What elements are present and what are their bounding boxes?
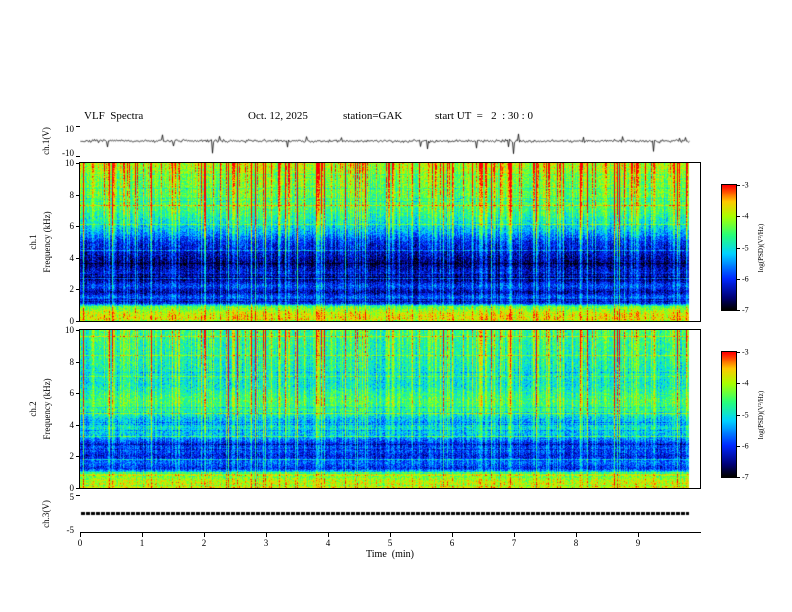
colorbar-tick-label: -4 <box>742 211 749 221</box>
frequency-axis-tick <box>76 330 80 331</box>
frequency-axis-tick-label: 4 <box>69 419 75 430</box>
colorbar-tick <box>737 383 740 385</box>
time-axis-tick <box>204 533 205 537</box>
channel-label: ch.2 <box>28 401 38 417</box>
time-axis-tick-label: 1 <box>139 538 145 548</box>
channel-axis-title: ch.3(V) <box>41 499 51 528</box>
time-axis-tick-label: 7 <box>511 538 517 548</box>
time-axis-tick <box>142 533 143 537</box>
colorbar-tick <box>737 247 740 249</box>
frequency-axis-tick-label: 0 <box>69 316 75 326</box>
frequency-axis-tick-label: 0 <box>69 483 75 493</box>
colorbar-title: log(PSD)(V²/Hz) <box>757 390 765 439</box>
frequency-axis-tick <box>76 321 80 322</box>
colorbar-tick-label: -7 <box>742 305 749 315</box>
start-ut-label: start UT = 2 : 30 : 0 <box>435 110 533 122</box>
time-axis-tick-label: 3 <box>263 538 269 548</box>
channel-label: ch.1 <box>28 234 38 250</box>
colorbar-ch1 <box>721 184 737 311</box>
frequency-axis-tick-label: 10 <box>65 325 74 335</box>
frequency-axis-tick <box>76 257 80 259</box>
ch1-waveform-panel <box>80 126 700 156</box>
ch2-spectrogram-panel <box>79 329 701 489</box>
frequency-axis-tick <box>76 289 80 291</box>
frequency-axis-tick-label: 8 <box>69 189 75 200</box>
time-axis-tick-label: 8 <box>573 538 579 548</box>
time-axis-tick <box>328 533 329 537</box>
colorbar-tick <box>737 216 740 218</box>
ch1-spectrogram-canvas <box>80 163 700 321</box>
colorbar-tick <box>737 310 740 311</box>
figure-title: VLF Spectra <box>84 110 144 122</box>
frequency-axis-title: Frequency (kHz) <box>42 378 52 440</box>
voltage-axis-tick-label: 10 <box>65 124 74 134</box>
colorbar-tick-label: -5 <box>742 243 749 252</box>
time-axis-tick <box>390 533 391 537</box>
colorbar-tick-label: -3 <box>742 180 749 190</box>
time-axis-tick-label: 5 <box>387 538 393 548</box>
frequency-axis-tick <box>76 163 80 164</box>
colorbar-tick <box>737 445 740 447</box>
time-axis-tick-label: 2 <box>201 538 207 548</box>
voltage-axis-tick <box>76 156 80 157</box>
colorbar-tick <box>737 352 740 353</box>
channel-axis-title: ch.1(V) <box>41 127 51 155</box>
frequency-axis-tick <box>76 424 80 426</box>
colorbar-title: log(PSD)(V²/Hz) <box>757 223 765 272</box>
colorbar-tick <box>737 477 740 478</box>
frequency-axis-tick-label: 6 <box>69 388 75 399</box>
frequency-axis-tick-label: 10 <box>65 158 74 168</box>
time-axis-tick-label: 9 <box>635 538 641 548</box>
frequency-axis-tick <box>76 488 80 489</box>
colorbar-tick-label: -3 <box>742 347 749 357</box>
time-axis-title: Time (min) <box>366 549 414 560</box>
colorbar-tick-label: -5 <box>742 410 749 419</box>
frequency-axis-tick-label: 8 <box>69 356 75 367</box>
voltage-axis-tick-label: -10 <box>62 148 74 158</box>
voltage-axis-tick <box>76 126 80 127</box>
colorbar-tick-label: -4 <box>742 378 749 388</box>
ch3-waveform-canvas <box>80 495 700 532</box>
frequency-axis-tick-label: 4 <box>69 252 75 263</box>
time-axis-tick <box>452 533 453 537</box>
frequency-axis-tick <box>76 194 80 196</box>
time-axis-tick-label: 6 <box>449 538 455 548</box>
ch1-spectrogram-panel <box>79 162 701 322</box>
voltage-axis-tick-label: -5 <box>66 525 75 535</box>
colorbar-tick <box>737 414 740 416</box>
colorbar-tick-label: -6 <box>742 274 749 284</box>
time-axis-tick <box>266 533 267 537</box>
time-axis-tick <box>638 533 639 537</box>
time-axis-tick-label: 0 <box>77 538 83 548</box>
time-axis-tick <box>514 533 515 537</box>
colorbar-tick-label: -6 <box>742 441 749 451</box>
ch2-spectrogram-canvas <box>80 330 700 488</box>
colorbar-ch2 <box>721 351 737 478</box>
colorbar-tick-label: -7 <box>742 472 749 482</box>
colorbar-tick <box>737 185 740 186</box>
colorbar-tick <box>737 278 740 280</box>
frequency-axis-tick-label: 2 <box>69 284 75 295</box>
ch3-waveform-panel <box>80 495 700 532</box>
date-label: Oct. 12, 2025 <box>248 110 308 122</box>
frequency-axis-tick <box>76 361 80 363</box>
voltage-axis-tick-label: 5 <box>69 492 75 502</box>
time-axis-line <box>80 532 701 533</box>
frequency-axis-tick <box>76 393 80 395</box>
frequency-axis-tick-label: 6 <box>69 221 75 232</box>
frequency-axis-tick <box>76 456 80 458</box>
station-label: station=GAK <box>343 110 403 122</box>
frequency-axis-tick <box>76 226 80 228</box>
time-axis-tick <box>80 533 81 537</box>
frequency-axis-title: Frequency (kHz) <box>42 211 52 273</box>
time-axis-tick-label: 4 <box>325 538 331 548</box>
ch1-waveform-canvas <box>80 126 700 156</box>
frequency-axis-tick-label: 2 <box>69 451 75 462</box>
time-axis-tick <box>576 533 577 537</box>
voltage-axis-tick <box>76 495 80 496</box>
